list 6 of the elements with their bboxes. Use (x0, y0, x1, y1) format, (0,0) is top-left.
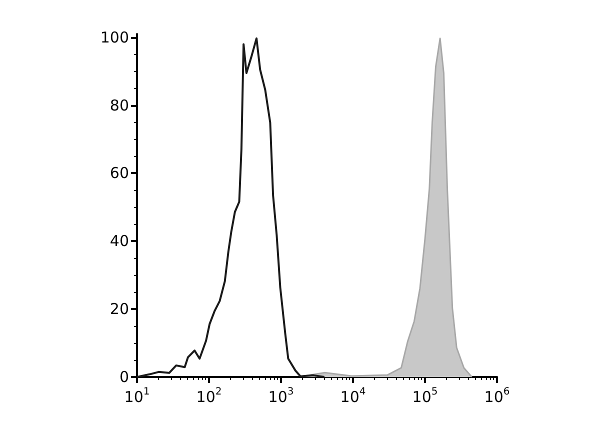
y-tick-label: 60 (110, 164, 129, 182)
y-tick-label: 100 (100, 28, 129, 46)
y-tick-label: 0 (119, 368, 129, 386)
y-tick-label: 40 (110, 232, 129, 250)
y-tick-label: 20 (110, 300, 129, 318)
y-tick-label: 80 (110, 96, 129, 114)
